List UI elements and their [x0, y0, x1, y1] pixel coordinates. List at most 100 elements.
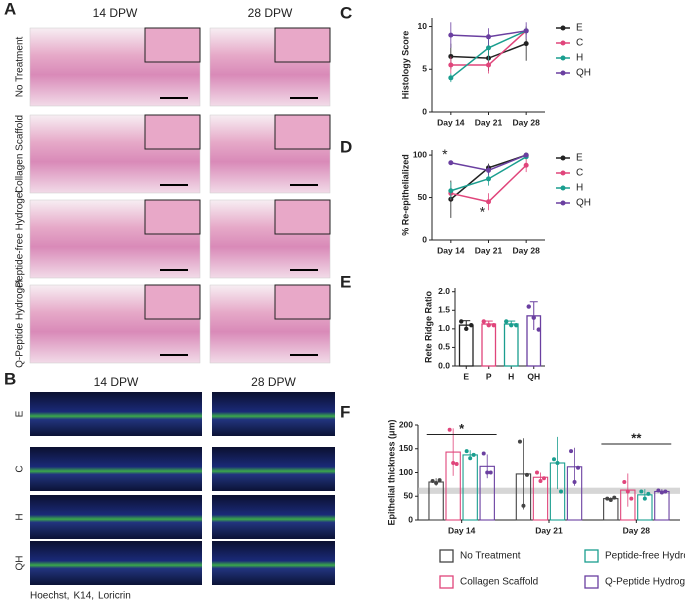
y-tick-label: 50	[404, 491, 414, 501]
fluorescence-image	[30, 541, 202, 585]
data-point	[469, 322, 474, 328]
fluorescence-image	[212, 495, 335, 539]
y-tick-label: 0	[422, 234, 427, 244]
marker	[486, 34, 491, 40]
marker	[448, 188, 454, 194]
data-point	[569, 449, 574, 454]
x-tick-label: Day 14	[437, 117, 465, 127]
bar	[532, 476, 549, 521]
data-point	[488, 470, 493, 475]
marker	[448, 75, 454, 81]
marker	[523, 41, 529, 47]
annotation: *	[480, 204, 486, 220]
x-tick-label: Day 28	[512, 245, 540, 255]
panel-label: B	[4, 369, 16, 388]
legend-swatch	[584, 575, 599, 589]
y-tick-label: 10	[418, 21, 428, 31]
panel-label: D	[340, 137, 352, 156]
stain-label: Loricrin	[98, 591, 131, 602]
data-point	[576, 465, 581, 470]
data-point	[625, 489, 630, 494]
legend-label: Q-Peptide Hydrogel	[605, 577, 685, 588]
data-point	[471, 452, 476, 457]
data-point	[536, 327, 541, 332]
bar	[462, 454, 478, 521]
legend-marker	[560, 55, 566, 61]
data-point	[526, 304, 531, 309]
legend-label: QH	[576, 198, 591, 209]
data-point	[464, 449, 469, 454]
x-tick-label: Day 14	[437, 245, 465, 255]
row-label: Peptide-free Hydrogel	[15, 190, 26, 287]
data-point	[509, 322, 514, 328]
data-point	[612, 495, 617, 500]
legend-marker	[560, 170, 566, 176]
fluorescence-image	[30, 495, 202, 539]
fluorescence-image	[212, 447, 335, 491]
data-point	[541, 476, 546, 481]
legend-swatch	[439, 575, 454, 589]
x-tick-label: Day 28	[623, 525, 651, 535]
legend-marker	[560, 25, 566, 31]
legend-label: C	[576, 168, 583, 179]
inset	[144, 284, 201, 320]
data-point	[468, 456, 473, 461]
data-point	[464, 326, 469, 332]
reference-band	[418, 487, 680, 494]
y-axis-label: % Re-epithelialized	[400, 154, 410, 236]
x-tick-label: Day 28	[512, 117, 540, 127]
legend-marker	[560, 40, 566, 46]
data-point	[524, 472, 529, 477]
legend-swatch	[439, 549, 454, 563]
inset	[274, 114, 331, 150]
legend-label: C	[576, 38, 583, 49]
y-tick-label: 100	[399, 467, 413, 477]
data-point	[485, 470, 490, 475]
data-point	[437, 478, 442, 483]
column-header: 14 DPW	[93, 6, 138, 20]
data-point	[622, 480, 627, 484]
fluorescence-image	[30, 392, 202, 436]
data-point	[646, 491, 651, 496]
inset	[144, 199, 201, 235]
x-tick-label: QH	[527, 371, 540, 381]
y-tick-label: 0	[408, 514, 413, 524]
data-point	[572, 480, 577, 484]
x-tick-label: E	[463, 371, 469, 381]
marker	[486, 45, 491, 51]
legend-swatch	[584, 549, 599, 563]
panel-label: C	[340, 3, 352, 22]
marker	[486, 176, 491, 182]
y-tick-label: 50	[418, 192, 428, 202]
panel-label: F	[340, 402, 350, 421]
data-point	[659, 490, 664, 495]
annotation: *	[442, 146, 448, 162]
data-point	[447, 427, 452, 432]
row-label: QH	[15, 556, 26, 571]
bar	[503, 323, 519, 367]
data-point	[451, 461, 456, 465]
data-point	[486, 322, 491, 328]
legend-label: Collagen Scaffold	[460, 577, 538, 588]
y-tick-label: 150	[399, 443, 413, 453]
row-label: E	[15, 410, 26, 417]
legend-marker	[560, 70, 566, 76]
data-point	[517, 439, 522, 444]
x-tick-label: P	[486, 371, 492, 381]
legend-marker	[560, 185, 566, 191]
column-header: 28 DPW	[251, 375, 296, 389]
x-tick-label: Day 21	[475, 245, 503, 255]
data-point	[608, 498, 613, 503]
data-point	[491, 322, 496, 328]
y-tick-label: 1.0	[438, 323, 450, 333]
column-header: 28 DPW	[248, 6, 293, 20]
data-point	[434, 480, 439, 485]
data-point	[555, 461, 560, 465]
legend-marker	[560, 200, 566, 206]
legend-label: QH	[576, 68, 591, 79]
marker	[486, 199, 491, 205]
row-label: Q-Peptide Hydrogel	[15, 280, 26, 368]
legend-label: H	[576, 183, 583, 194]
y-tick-label: 1.5	[438, 305, 450, 315]
